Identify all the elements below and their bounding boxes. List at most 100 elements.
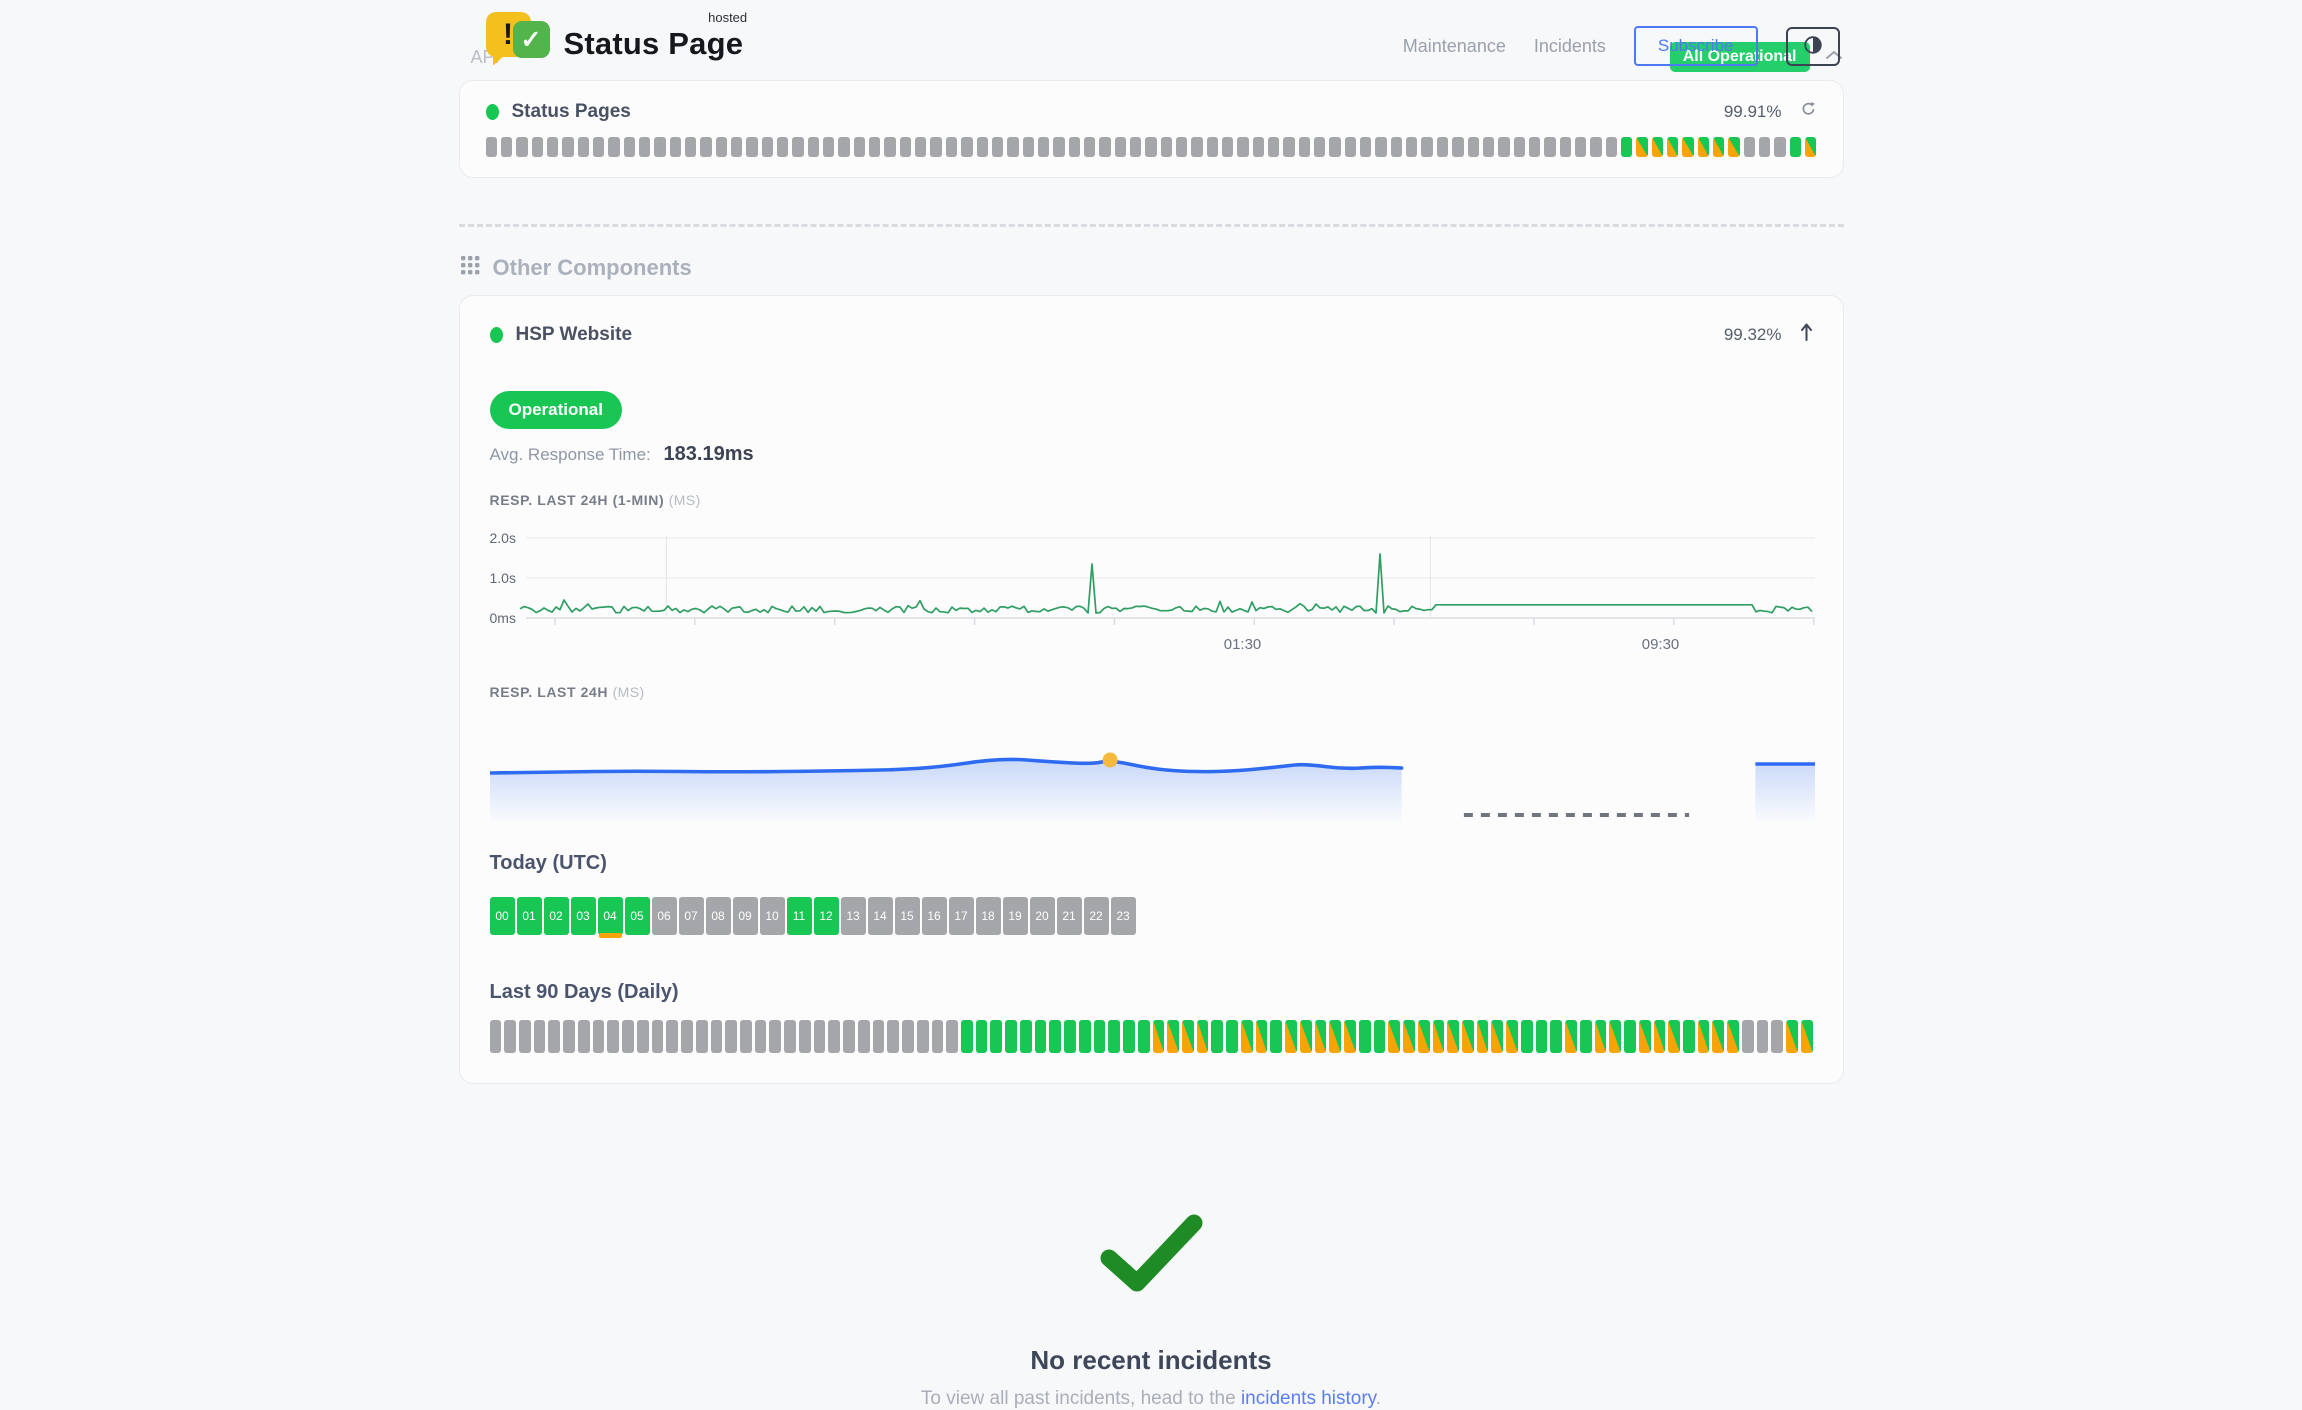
uptime-segment[interactable]	[1805, 137, 1817, 157]
uptime-segment[interactable]	[1467, 137, 1479, 157]
uptime-segment[interactable]	[777, 137, 789, 157]
uptime-segment[interactable]	[531, 137, 543, 157]
uptime-segment[interactable]	[872, 1020, 885, 1053]
hour-box-03[interactable]: 03	[570, 897, 596, 935]
uptime-segment[interactable]	[622, 1020, 634, 1053]
uptime-segment[interactable]	[700, 137, 712, 157]
uptime-segment[interactable]	[975, 1020, 988, 1053]
uptime-segment[interactable]	[1145, 137, 1157, 157]
brand-logo[interactable]: ! ✓ hosted Status Page	[485, 10, 747, 66]
uptime-segment[interactable]	[1152, 1020, 1165, 1053]
uptime-segment[interactable]	[577, 137, 589, 157]
uptime-segment[interactable]	[1093, 1020, 1106, 1053]
hour-box-02[interactable]: 02	[543, 897, 569, 935]
uptime-segment[interactable]	[1638, 1020, 1651, 1053]
uptime-segment[interactable]	[1099, 137, 1111, 157]
uptime-segment[interactable]	[548, 1020, 561, 1053]
uptime-segment[interactable]	[651, 1020, 664, 1053]
hour-box-13[interactable]: 13	[840, 897, 866, 935]
uptime-segment[interactable]	[1390, 137, 1403, 157]
uptime-segment[interactable]	[1314, 1020, 1327, 1053]
uptime-segment[interactable]	[1535, 1020, 1548, 1053]
hour-box-01[interactable]: 01	[516, 897, 542, 935]
uptime-segment[interactable]	[1129, 137, 1142, 157]
uptime-segment[interactable]	[1237, 137, 1249, 157]
uptime-segment[interactable]	[1299, 1020, 1312, 1053]
uptime-segment[interactable]	[666, 1020, 679, 1053]
uptime-segment[interactable]	[1666, 137, 1679, 157]
uptime-segment[interactable]	[739, 1020, 752, 1053]
uptime-segment[interactable]	[1620, 137, 1633, 157]
hour-box-08[interactable]: 08	[705, 897, 731, 935]
uptime-segment[interactable]	[902, 1020, 914, 1053]
hour-box-16[interactable]: 16	[921, 897, 947, 935]
hour-box-04[interactable]: 04	[597, 897, 623, 938]
uptime-segment[interactable]	[681, 1020, 693, 1053]
trend-up-icon[interactable]	[1800, 322, 1813, 347]
uptime-segment[interactable]	[1476, 1020, 1489, 1053]
uptime-segment[interactable]	[592, 1020, 605, 1053]
uptime-segment[interactable]	[1191, 137, 1203, 157]
uptime-segment[interactable]	[1579, 1020, 1592, 1053]
uptime-segment[interactable]	[1240, 1020, 1253, 1053]
uptime-segment[interactable]	[1712, 1020, 1725, 1053]
uptime-segment[interactable]	[715, 137, 727, 157]
uptime-segment[interactable]	[1283, 137, 1295, 157]
uptime-segment[interactable]	[1461, 1020, 1474, 1053]
uptime-segment[interactable]	[516, 137, 528, 157]
uptime-segment[interactable]	[1447, 1020, 1459, 1053]
uptime-segment[interactable]	[1594, 1020, 1607, 1053]
uptime-segment[interactable]	[1285, 1020, 1297, 1053]
uptime-segment[interactable]	[489, 1020, 502, 1053]
hour-box-17[interactable]: 17	[948, 897, 974, 935]
uptime-segment[interactable]	[1053, 137, 1065, 157]
uptime-segment[interactable]	[857, 1020, 870, 1053]
uptime-segment[interactable]	[828, 1020, 841, 1053]
nav-maintenance[interactable]: Maintenance	[1402, 35, 1506, 56]
uptime-segment[interactable]	[946, 1020, 958, 1053]
uptime-segment[interactable]	[1565, 1020, 1577, 1053]
uptime-segment[interactable]	[1800, 1020, 1813, 1053]
uptime-segment[interactable]	[592, 137, 605, 157]
uptime-segment[interactable]	[1482, 137, 1495, 157]
uptime-segment[interactable]	[1609, 1020, 1622, 1053]
uptime-segment[interactable]	[792, 137, 804, 157]
uptime-segment[interactable]	[623, 137, 635, 157]
uptime-segment[interactable]	[1786, 1020, 1798, 1053]
uptime-segment[interactable]	[1452, 137, 1464, 157]
uptime-segment[interactable]	[961, 1020, 973, 1053]
uptime-segment[interactable]	[853, 137, 866, 157]
uptime-segment[interactable]	[1682, 1020, 1695, 1053]
uptime-segment[interactable]	[1624, 1020, 1636, 1053]
uptime-segment[interactable]	[1222, 137, 1234, 157]
uptime-segment[interactable]	[669, 137, 681, 157]
uptime-segment[interactable]	[843, 1020, 855, 1053]
uptime-segment[interactable]	[1506, 1020, 1518, 1053]
uptime-segment[interactable]	[1268, 137, 1280, 157]
uptime-segment[interactable]	[1520, 1020, 1533, 1053]
uptime-segment[interactable]	[1108, 1020, 1121, 1053]
uptime-segment[interactable]	[1175, 137, 1188, 157]
uptime-segment[interactable]	[533, 1020, 546, 1053]
uptime-segment[interactable]	[1756, 1020, 1769, 1053]
uptime-segment[interactable]	[1064, 1020, 1076, 1053]
uptime-segment[interactable]	[654, 137, 666, 157]
uptime-segment[interactable]	[562, 137, 574, 157]
incidents-history-link[interactable]: incidents history	[1240, 1388, 1376, 1409]
uptime-segment[interactable]	[916, 1020, 929, 1053]
hour-box-14[interactable]: 14	[867, 897, 893, 935]
uptime-segment[interactable]	[500, 137, 513, 157]
uptime-segment[interactable]	[1550, 1020, 1563, 1053]
uptime-segment[interactable]	[1344, 1020, 1356, 1053]
uptime-segment[interactable]	[638, 137, 651, 157]
uptime-segment[interactable]	[823, 137, 835, 157]
uptime-segment[interactable]	[931, 1020, 944, 1053]
uptime-segment[interactable]	[976, 137, 988, 157]
uptime-segment[interactable]	[1037, 137, 1050, 157]
uptime-segment[interactable]	[1344, 137, 1357, 157]
theme-toggle-button[interactable]	[1785, 26, 1840, 66]
uptime-segment[interactable]	[1498, 137, 1510, 157]
uptime-segment[interactable]	[1078, 1020, 1091, 1053]
uptime-segment[interactable]	[1406, 137, 1418, 157]
uptime-segment[interactable]	[504, 1020, 516, 1053]
